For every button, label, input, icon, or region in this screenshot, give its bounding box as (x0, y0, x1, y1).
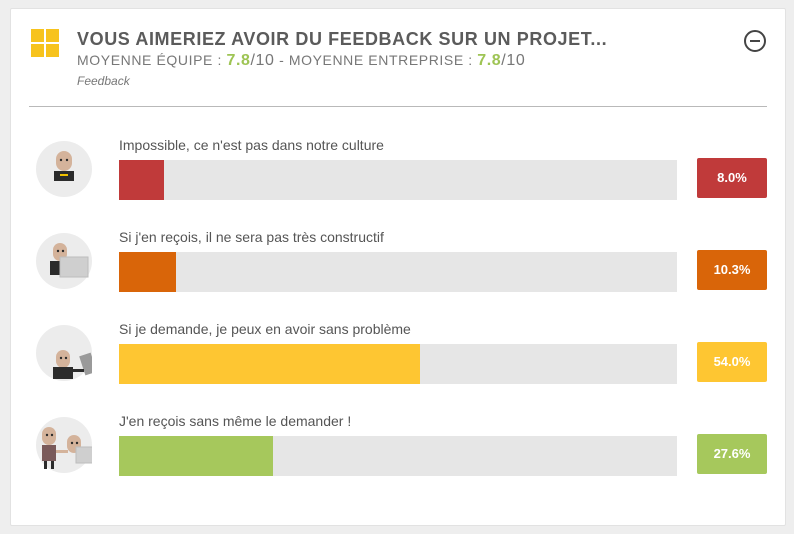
company-average-scale: /10 (501, 52, 526, 69)
company-average-label: MOYENNE ENTREPRISE : (288, 52, 473, 68)
team-average-scale: /10 (250, 52, 275, 69)
bar-track (119, 344, 677, 384)
bar-track (119, 160, 677, 200)
question-title: VOUS AIMERIEZ AVOIR DU FEEDBACK SUR UN P… (77, 29, 608, 49)
company-average-score: 7.8 (477, 52, 502, 69)
percent-badge: 10.3% (697, 250, 767, 290)
answer-label: Si j'en reçois, il ne sera pas très cons… (119, 229, 384, 245)
two-people-icon (36, 417, 99, 473)
grid-logo-icon (31, 29, 59, 57)
answer-row: Si je demande, je peux en avoir sans pro… (11, 321, 787, 417)
answer-row: J'en reçois sans même le demander ! 27.6% (11, 413, 787, 509)
person-screen-icon (36, 233, 92, 289)
team-average-label: MOYENNE ÉQUIPE : (77, 52, 222, 68)
person-laptop-icon (36, 141, 92, 197)
answer-label: Impossible, ce n'est pas dans notre cult… (119, 137, 384, 153)
feedback-card: VOUS AIMERIEZ AVOIR DU FEEDBACK SUR UN P… (10, 8, 786, 526)
category-label: Feedback (77, 74, 130, 88)
bar-fill (119, 252, 176, 292)
percent-badge: 27.6% (697, 434, 767, 474)
bar-fill (119, 160, 164, 200)
bar-track (119, 252, 677, 292)
collapse-icon[interactable] (744, 30, 766, 52)
answer-label: J'en reçois sans même le demander ! (119, 413, 352, 429)
answer-row: Impossible, ce n'est pas dans notre cult… (11, 137, 787, 233)
percent-badge: 54.0% (697, 342, 767, 382)
averages-separator: - (279, 52, 285, 68)
bar-fill (119, 436, 273, 476)
answer-row: Si j'en reçois, il ne sera pas très cons… (11, 229, 787, 325)
header-divider (29, 106, 767, 107)
bar-track (119, 436, 677, 476)
bar-fill (119, 344, 420, 384)
percent-badge: 8.0% (697, 158, 767, 198)
team-average-score: 7.8 (226, 52, 251, 69)
averages-line: MOYENNE ÉQUIPE : 7.8/10 - MOYENNE ENTREP… (77, 52, 525, 70)
person-tablet-icon (36, 325, 97, 381)
answer-label: Si je demande, je peux en avoir sans pro… (119, 321, 411, 337)
